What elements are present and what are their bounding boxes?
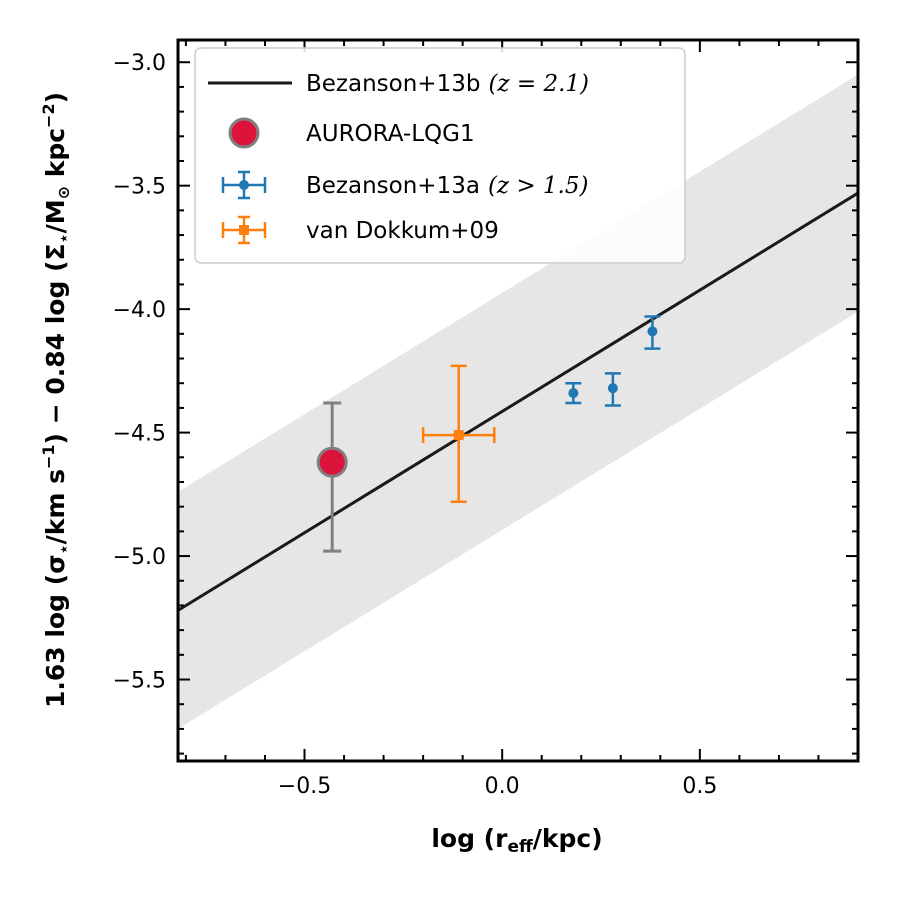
y-label-j: −2 bbox=[39, 103, 58, 128]
y-label-d: −1 bbox=[39, 444, 58, 469]
legend-marker-aurora bbox=[228, 117, 260, 149]
y-tick-label: −5.5 bbox=[113, 669, 166, 694]
legend-label-bezanson13a-suffix: (z > 1.5) bbox=[488, 173, 589, 199]
legend-label-bezanson13b-main: Bezanson+13b bbox=[306, 71, 480, 97]
x-tick-label: 0.0 bbox=[485, 774, 520, 799]
legend-marker-bezanson13a bbox=[221, 170, 267, 200]
data-point-bezanson-13a-z-1-5- bbox=[644, 315, 661, 350]
axis-ticks: −0.5 0.0 0.5 −5.5 −5.0 −4.5 −4.0 −3.5 −3.0 bbox=[113, 40, 859, 799]
y-tick-label: −4.5 bbox=[113, 422, 166, 447]
data-point-van-dokkum-09 bbox=[421, 364, 496, 503]
y-tick-label: −5.0 bbox=[113, 545, 166, 570]
y-label-h: ⊙ bbox=[54, 186, 73, 199]
marker-circle bbox=[568, 388, 579, 399]
y-label-k: ) bbox=[41, 92, 70, 103]
data-point-bezanson-13a-z-1-5- bbox=[565, 381, 582, 405]
data-points-layer bbox=[316, 315, 661, 553]
y-label-f: ⋆ bbox=[54, 233, 73, 243]
legend: Bezanson+13b (z = 2.1) AURORA-LQG1 Bezans… bbox=[194, 47, 686, 264]
y-tick-label: −3.0 bbox=[113, 51, 166, 76]
x-tick-label: 0.5 bbox=[682, 774, 717, 799]
y-label-g: /M bbox=[41, 199, 70, 233]
marker-aurora-lqg1 bbox=[316, 446, 348, 478]
marker-square bbox=[453, 430, 464, 441]
y-axis-label: 1.63 log (σ⋆/km s−1) − 0.84 log (Σ⋆/M⊙ k… bbox=[39, 92, 73, 708]
marker-circle bbox=[647, 326, 658, 337]
y-tick-label: −3.5 bbox=[113, 175, 166, 200]
data-point-aurora-lqg1 bbox=[316, 401, 348, 553]
relation-line-layer bbox=[177, 191, 859, 612]
x-tick-label: −0.5 bbox=[278, 774, 331, 799]
y-label-e: ) − 0.84 log (Σ bbox=[41, 243, 70, 444]
plot-frame bbox=[176, 38, 860, 763]
y-label-b: ⋆ bbox=[54, 544, 73, 554]
x-label-sub: eff bbox=[507, 837, 533, 857]
legend-marker-vandokkum09 bbox=[221, 215, 267, 245]
legend-label-bezanson13b: Bezanson+13b (z = 2.1) bbox=[306, 71, 589, 97]
legend-label-vandokkum09: van Dokkum+09 bbox=[306, 218, 499, 244]
marker-circle bbox=[607, 383, 618, 394]
legend-label-bezanson13a-main: Bezanson+13a bbox=[306, 173, 480, 199]
legend-label-bezanson13a: Bezanson+13a (z > 1.5) bbox=[306, 173, 588, 199]
legend-box bbox=[194, 47, 686, 264]
y-label-c: /km s bbox=[41, 469, 70, 544]
data-point-bezanson-13a-z-1-5- bbox=[604, 372, 621, 407]
y-tick-label: −4.0 bbox=[113, 298, 166, 323]
legend-label-bezanson13b-suffix: (z = 2.1) bbox=[488, 71, 589, 97]
x-label-post: /kpc) bbox=[533, 824, 603, 853]
x-label-pre: log (r bbox=[431, 824, 508, 853]
y-label-a: 1.63 log (σ bbox=[41, 554, 70, 708]
x-axis-label: log (reff/kpc) bbox=[431, 824, 602, 857]
relation-line-bezanson13b bbox=[177, 191, 859, 612]
y-label-i: kpc bbox=[41, 128, 70, 186]
legend-label-aurora: AURORA-LQG1 bbox=[306, 121, 475, 147]
